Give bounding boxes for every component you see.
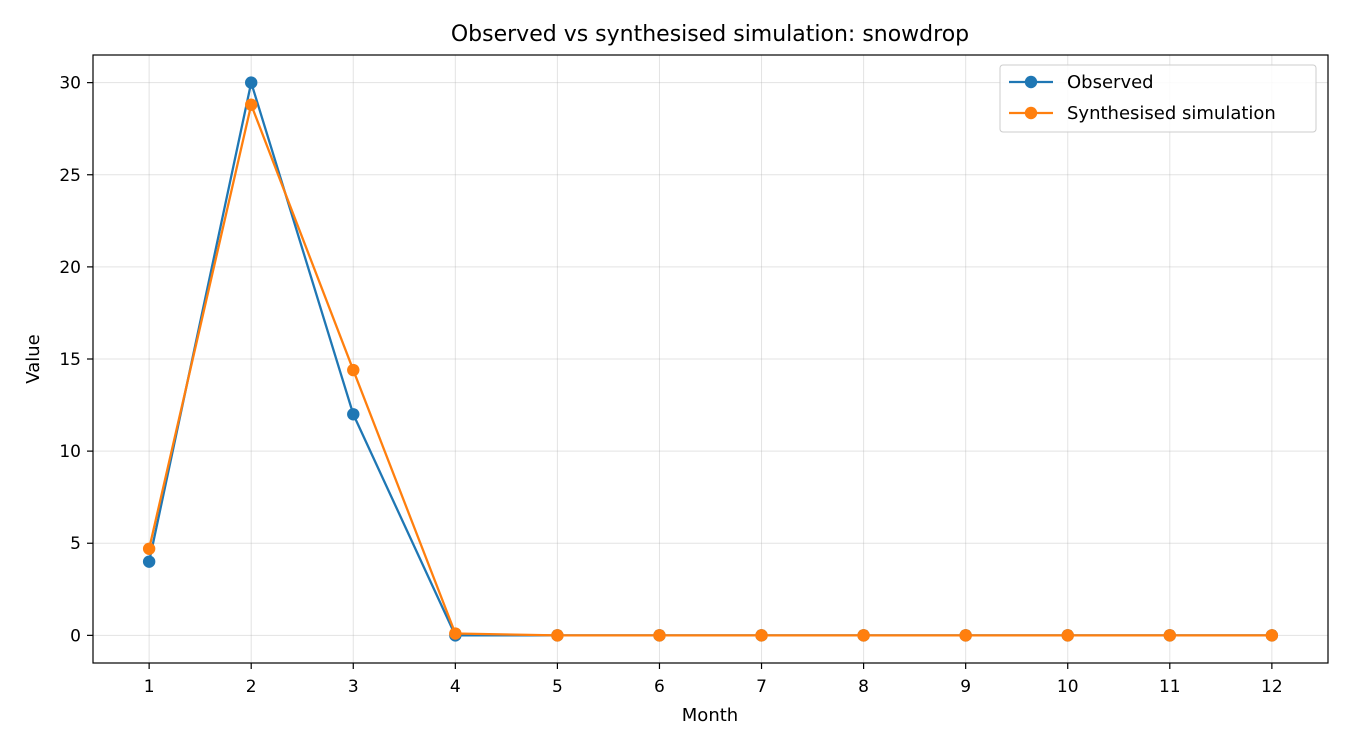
y-tick-label: 20 [59, 258, 81, 278]
legend-label: Synthesised simulation [1067, 103, 1276, 124]
x-tick-label: 9 [960, 677, 971, 697]
legend-entry: Observed [1009, 72, 1154, 93]
data-point [347, 408, 360, 421]
legend-marker [1024, 75, 1038, 89]
legend-label: Observed [1067, 72, 1154, 93]
x-tick-label: 7 [756, 677, 767, 697]
x-tick-label: 6 [654, 677, 665, 697]
legend-marker [1024, 106, 1038, 120]
data-point [755, 629, 768, 642]
y-tick-label: 30 [59, 74, 81, 94]
grid-lines [93, 55, 1328, 663]
x-tick-label: 8 [858, 677, 869, 697]
chart-title: Observed vs synthesised simulation: snow… [451, 22, 969, 47]
data-point [245, 76, 258, 89]
legend: Observed Synthesised simulation [999, 64, 1317, 133]
data-point [1265, 629, 1279, 642]
data-point [857, 629, 870, 642]
legend-entry: Synthesised simulation [1009, 103, 1276, 124]
y-tick-label: 0 [70, 626, 81, 646]
x-tick-label: 11 [1159, 677, 1181, 697]
x-tick-label: 12 [1261, 677, 1283, 697]
x-tick-label: 3 [348, 677, 359, 697]
data-point [959, 629, 972, 642]
data-point [449, 627, 462, 640]
legend-box [999, 64, 1317, 133]
data-point [245, 98, 258, 111]
y-tick-label: 15 [59, 350, 81, 370]
y-tick-label: 25 [59, 166, 81, 186]
data-point [1061, 629, 1074, 642]
data-point [142, 542, 156, 555]
y-tick-label: 5 [70, 534, 81, 554]
x-tick-label: 4 [450, 677, 461, 697]
y-tick-label: 10 [59, 442, 81, 462]
data-point [653, 629, 666, 642]
series-layer [142, 76, 1279, 642]
x-tick-label: 2 [246, 677, 257, 697]
data-point [142, 555, 156, 568]
x-axis-label: Month [682, 705, 738, 726]
x-tick-label: 10 [1057, 677, 1079, 697]
x-tick-label: 1 [144, 677, 155, 697]
x-tick-label: 5 [552, 677, 563, 697]
series-line [148, 103, 1272, 637]
y-axis-label: Value [23, 334, 44, 383]
data-point [551, 629, 564, 642]
series-synthesised-simulation [142, 98, 1279, 642]
data-point [347, 363, 360, 377]
data-point [1163, 629, 1176, 642]
